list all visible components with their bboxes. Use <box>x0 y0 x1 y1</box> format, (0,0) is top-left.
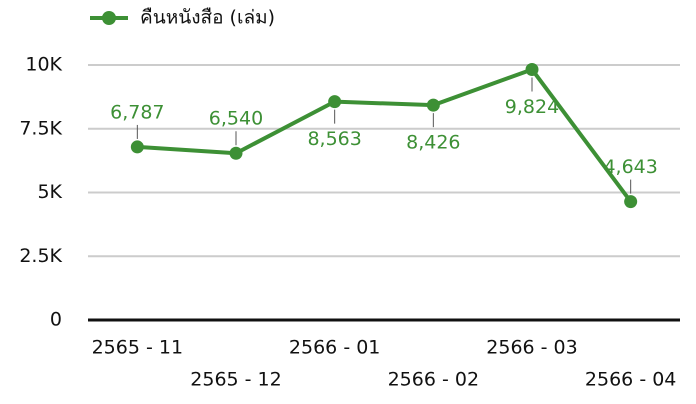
x-tick-label: 2566 - 02 <box>388 369 479 391</box>
point <box>229 146 243 160</box>
data-label: 4,643 <box>603 156 657 178</box>
x-tick-label: 2566 - 04 <box>585 369 676 391</box>
y-tick-label: 2.5K <box>19 245 62 267</box>
data-label: 9,824 <box>505 96 559 118</box>
point <box>525 62 539 76</box>
data-label: 6,540 <box>209 108 263 130</box>
x-tick-label: 2565 - 11 <box>92 337 183 359</box>
legend-label: คืนหนังสือ (เล่ม) <box>140 7 275 29</box>
x-tick-label: 2566 - 03 <box>486 337 577 359</box>
y-tick-label: 7.5K <box>19 117 62 139</box>
point <box>328 95 342 109</box>
data-label: 8,563 <box>307 128 361 150</box>
x-tick-label: 2565 - 12 <box>190 369 281 391</box>
legend-marker <box>102 11 116 25</box>
y-tick-label: 5K <box>37 181 62 203</box>
point <box>624 195 638 209</box>
point <box>426 98 440 112</box>
data-label: 8,426 <box>406 132 460 154</box>
y-tick-label: 10K <box>25 54 62 76</box>
data-label: 6,787 <box>110 101 164 123</box>
y-tick-label: 0 <box>50 309 62 331</box>
point <box>130 140 144 154</box>
series-line <box>137 67 633 203</box>
x-tick-label: 2566 - 01 <box>289 337 380 359</box>
